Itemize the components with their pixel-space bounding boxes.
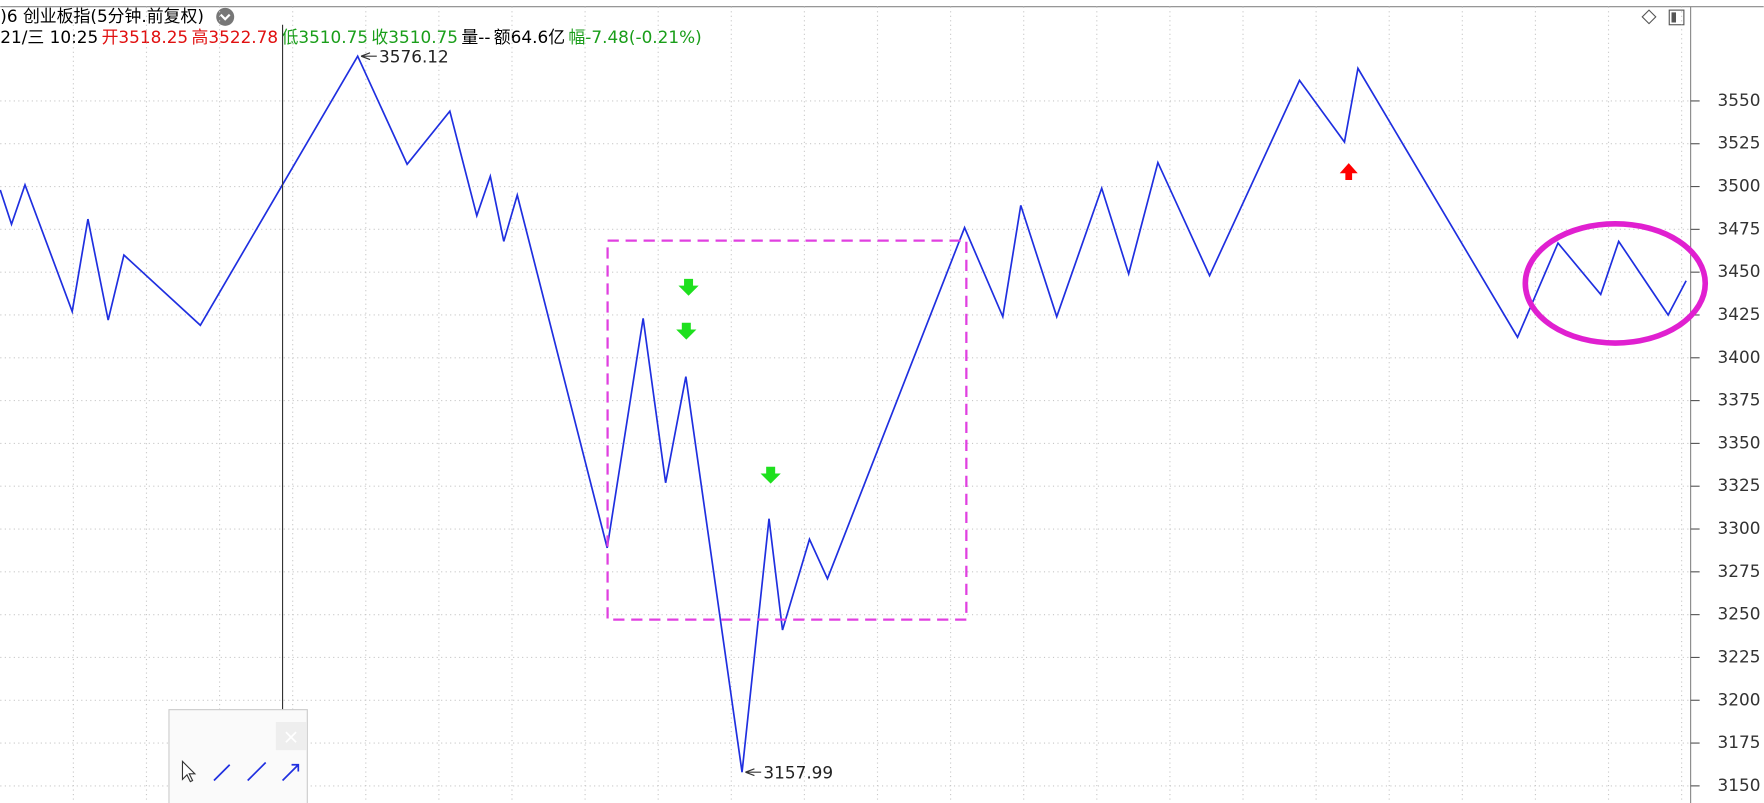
drawing-toolbar — [168, 709, 308, 803]
quote-item: 量-- — [461, 27, 490, 47]
quote-item: 收3510.75 — [371, 27, 458, 47]
panel-icon-fill — [1671, 12, 1677, 23]
y-tick-label: 3450 — [1718, 261, 1761, 281]
diamond-icon[interactable] — [1641, 9, 1657, 25]
line-tool[interactable] — [213, 764, 231, 782]
arrow-tool[interactable] — [281, 763, 300, 782]
y-tick-label: 3350 — [1718, 432, 1761, 452]
y-tick-label: 3275 — [1718, 561, 1761, 581]
ray-tool[interactable] — [247, 761, 267, 782]
down-arrows — [676, 278, 781, 484]
chart-title: )6 创业板指(5分钟.前复权) — [0, 6, 204, 26]
panel-icon[interactable] — [1668, 9, 1685, 26]
highlight-box — [606, 239, 968, 621]
quote-item: 额64.6亿 — [494, 27, 565, 47]
pivot-label: 3157.99 — [763, 762, 833, 782]
y-tick-label: 3300 — [1718, 518, 1761, 538]
quote-item: 幅-7.48(-0.21%) — [568, 27, 701, 47]
pivot-pointer — [745, 768, 762, 777]
quote-item: 高3522.78 — [192, 27, 279, 47]
highlight-ellipse — [1522, 220, 1709, 346]
y-tick-label: 3475 — [1718, 218, 1761, 238]
y-tick-label: 3200 — [1718, 689, 1761, 709]
y-tick-label: 3400 — [1718, 347, 1761, 367]
dropdown-icon[interactable] — [216, 7, 235, 26]
plot: 3150 3175 3200 3225 3250 3275 3300 3325 3350 3375… — [0, 46, 1760, 795]
zigzag-line — [0, 54, 1687, 773]
quote-item: 21/三 10:25 — [0, 27, 98, 47]
pointer-tool[interactable] — [181, 760, 197, 783]
y-tick-label: 3375 — [1718, 390, 1761, 410]
y-tick-label: 3550 — [1718, 90, 1761, 110]
y-tick-label: 3500 — [1718, 176, 1761, 196]
pivot-label: 3576.12 — [379, 46, 449, 66]
y-tick-label: 3250 — [1718, 604, 1761, 624]
y-tick-label: 3225 — [1718, 646, 1761, 666]
y-tick-label: 3325 — [1718, 475, 1761, 495]
up-arrow — [1339, 163, 1358, 180]
y-tick-label: 3425 — [1718, 304, 1761, 324]
y-tick-label: 3175 — [1718, 732, 1761, 752]
pivot-pointer — [360, 52, 377, 61]
y-tick-label: 3150 — [1718, 775, 1761, 795]
quote-item: 低3510.75 — [281, 27, 368, 47]
quote-item: 开3518.25 — [102, 27, 189, 47]
quote-line: 21/三 10:25 开3518.25 高3522.78 低3510.75 收3510.… — [0, 27, 701, 47]
dropdown-chevron — [219, 13, 231, 21]
y-tick-label: 3525 — [1718, 133, 1761, 153]
